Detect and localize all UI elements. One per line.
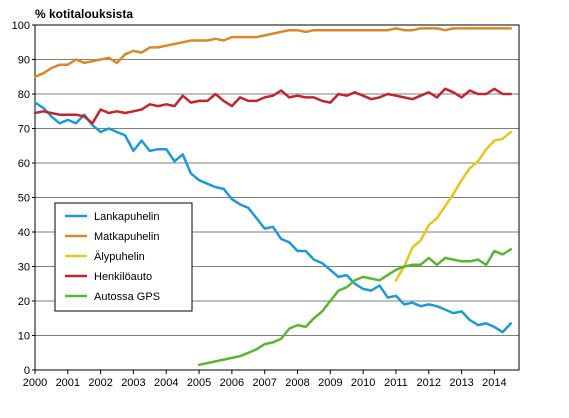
x-tick-label: 2014: [482, 377, 506, 389]
y-tick-label: 10: [18, 331, 30, 343]
y-axis-label: % kotitalouksista: [35, 7, 133, 21]
x-tick-label: 2005: [187, 377, 211, 389]
legend-label: Älypuhelin: [94, 251, 145, 263]
legend-label: Lankapuhelin: [94, 211, 159, 223]
series-line-4: [33, 87, 513, 125]
x-tick-label: 2007: [252, 377, 276, 389]
series-line-5: [197, 248, 513, 367]
series-line-1: [33, 101, 513, 334]
legend-label: Autossa GPS: [94, 291, 160, 303]
x-tick-label: 2001: [56, 377, 80, 389]
y-tick-label: 40: [18, 227, 30, 239]
y-tick-label: 20: [18, 296, 30, 308]
legend-label: Henkilöauto: [94, 271, 152, 283]
x-tick-label: 2000: [23, 377, 47, 389]
x-tick-label: 2003: [121, 377, 145, 389]
series-lines: [33, 27, 513, 367]
y-tick-label: 60: [18, 158, 30, 170]
x-tick-label: 2009: [318, 377, 342, 389]
x-tick-label: 2011: [384, 377, 408, 389]
x-tick-label: 2013: [449, 377, 473, 389]
series-line-3: [394, 130, 513, 282]
legend: Lankapuhelin Matkapuhelin Älypuhelin Henkil…: [54, 202, 193, 312]
x-tick-label: 2008: [285, 377, 309, 389]
y-tick-label: 80: [18, 89, 30, 101]
x-tick-label: 2010: [351, 377, 375, 389]
y-tick-label: 30: [18, 262, 30, 274]
series-line-2: [33, 27, 513, 79]
y-tick-label: 70: [18, 124, 30, 136]
y-tick-label: 90: [18, 55, 30, 67]
x-tick-label: 2006: [220, 377, 244, 389]
y-tick-label: 0: [24, 365, 30, 377]
x-tick-label: 2012: [417, 377, 441, 389]
y-tick-label: 50: [18, 193, 30, 205]
legend-label: Matkapuhelin: [94, 231, 159, 243]
y-tick-label: 100: [12, 20, 30, 32]
x-tick-label: 2004: [154, 377, 178, 389]
axis-ticks: 0 10 20 30 40 50 60 70 80 90 100 2000 2001 2002 2003 20…: [12, 20, 507, 389]
x-tick-label: 2002: [88, 377, 112, 389]
